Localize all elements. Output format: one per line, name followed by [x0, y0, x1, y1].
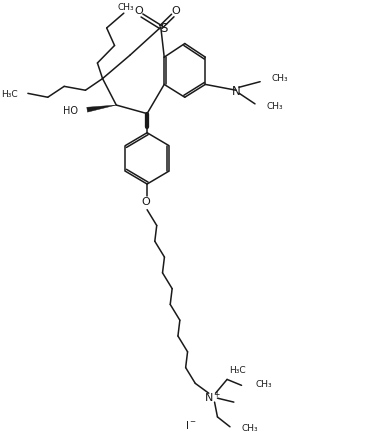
Text: O: O	[142, 197, 151, 207]
Text: H₃C: H₃C	[229, 366, 246, 375]
Text: O: O	[171, 6, 180, 16]
Text: S: S	[160, 22, 167, 35]
Text: CH₃: CH₃	[267, 102, 283, 112]
Text: HO: HO	[63, 106, 77, 116]
Polygon shape	[87, 105, 116, 112]
Text: CH₃: CH₃	[255, 380, 272, 389]
Text: H₃C: H₃C	[2, 90, 18, 99]
Text: N: N	[232, 85, 240, 98]
Text: CH₃: CH₃	[117, 3, 134, 12]
Text: N$^+$: N$^+$	[204, 390, 221, 405]
Text: O: O	[135, 6, 143, 16]
Text: I$^-$: I$^-$	[185, 419, 197, 431]
Text: CH₃: CH₃	[242, 424, 258, 433]
Text: CH₃: CH₃	[272, 74, 288, 83]
